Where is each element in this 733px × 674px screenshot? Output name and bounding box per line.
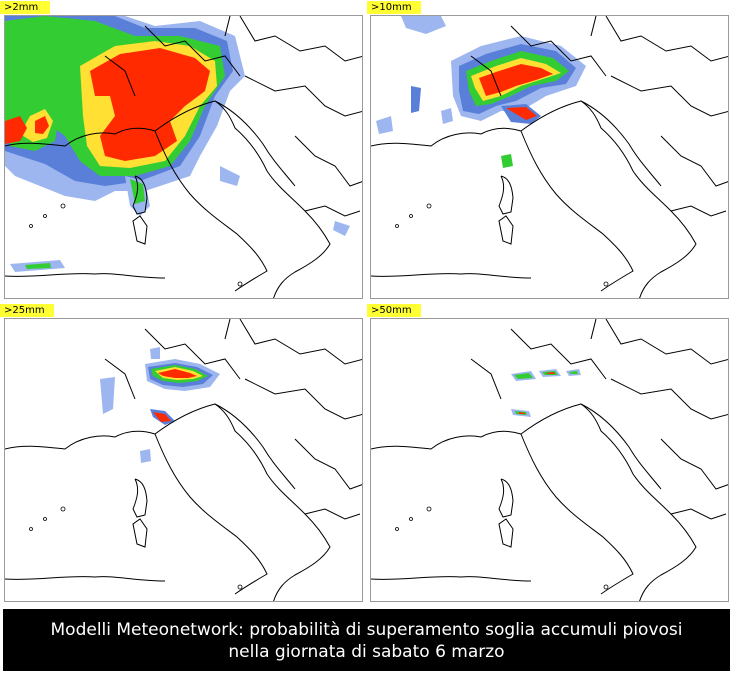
caption-banner: Modelli Meteonetwork: probabilità di sup… xyxy=(3,609,730,671)
caption-line-2: nella giornata di sabato 6 marzo xyxy=(228,642,505,662)
map-panel-25mm xyxy=(4,318,363,602)
map-panel-50mm xyxy=(370,318,729,602)
precip-field-50mm xyxy=(511,369,581,417)
islands-25mm xyxy=(29,506,243,590)
map-50mm xyxy=(371,319,728,601)
precip-field-2mm xyxy=(5,16,350,272)
coastlines-25mm xyxy=(5,319,362,601)
panel-label-25mm: >25mm xyxy=(0,304,54,317)
panel-label-10mm: >10mm xyxy=(367,1,421,14)
panel-label-50mm: >50mm xyxy=(367,304,421,317)
coastlines-10mm xyxy=(371,16,728,298)
map-panel-10mm xyxy=(370,15,729,299)
precip-field-25mm xyxy=(100,347,220,463)
islands-50mm xyxy=(395,506,609,590)
map-10mm xyxy=(371,16,728,298)
coastlines-2mm xyxy=(5,16,362,298)
precip-field-10mm xyxy=(376,16,586,168)
map-25mm xyxy=(5,319,362,601)
map-panel-2mm xyxy=(4,15,363,299)
map-2mm xyxy=(5,16,362,298)
coastlines-50mm xyxy=(371,319,728,601)
islands-2mm xyxy=(29,203,243,287)
panel-label-2mm: >2mm xyxy=(0,1,50,14)
caption-line-1: Modelli Meteonetwork: probabilità di sup… xyxy=(50,620,683,640)
islands-10mm xyxy=(395,203,609,287)
